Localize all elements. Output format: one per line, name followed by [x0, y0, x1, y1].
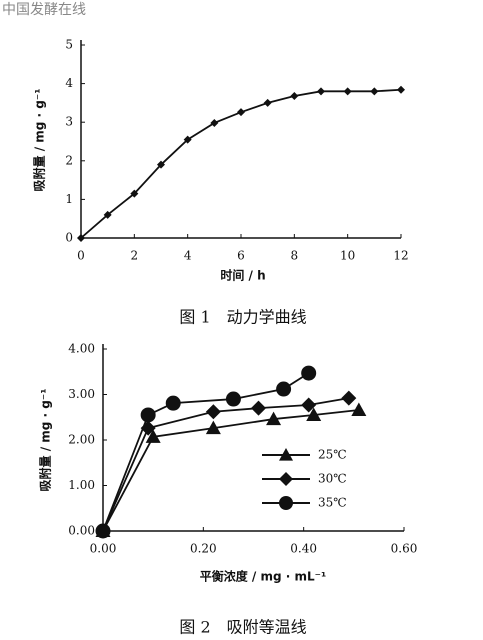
legend-label: 30℃ — [318, 472, 347, 486]
x-tick-label: 10 — [340, 249, 355, 263]
x-tick-label: 0.60 — [391, 542, 418, 556]
marker — [210, 118, 219, 127]
series-line — [102, 372, 310, 532]
y-axis-label: 吸附量 / mg · g⁻¹ — [38, 389, 53, 492]
marker — [279, 496, 293, 510]
marker — [130, 189, 139, 198]
x-tick-label: 0.20 — [190, 542, 217, 556]
x-tick-label: 6 — [237, 249, 245, 263]
x-tick-label: 0 — [77, 249, 85, 263]
y-tick-label: 1 — [65, 192, 73, 206]
marker — [306, 407, 322, 421]
marker — [266, 411, 282, 426]
watermark: 中国发酵在线 — [2, 2, 86, 18]
marker — [301, 397, 317, 413]
y-tick-label: 4 — [65, 76, 73, 90]
marker — [183, 135, 192, 144]
marker — [276, 381, 292, 397]
marker — [140, 407, 156, 423]
marker — [290, 91, 299, 100]
legend-label: 25℃ — [318, 448, 347, 462]
marker — [263, 98, 272, 107]
marker — [103, 210, 112, 219]
y-tick-label: 4.00 — [68, 342, 95, 356]
x-tick-label: 12 — [393, 249, 408, 263]
y-tick-label: 3 — [65, 115, 73, 129]
y-tick-label: 1.00 — [68, 478, 95, 492]
series-line — [102, 409, 359, 532]
marker — [397, 85, 405, 94]
series-line — [102, 397, 349, 532]
marker — [279, 472, 293, 486]
caption: 图 1 动力学曲线 — [179, 308, 306, 327]
y-tick-label: 2 — [65, 153, 73, 167]
y-tick-label: 5 — [65, 38, 73, 52]
y-tick-label: 0.00 — [68, 524, 95, 538]
marker — [317, 87, 325, 96]
marker — [205, 420, 221, 435]
y-tick-label: 0 — [65, 231, 73, 245]
marker — [343, 87, 352, 96]
x-tick-label: 0.00 — [90, 542, 117, 556]
marker — [145, 429, 161, 443]
caption: 图 2 吸附等温线 — [179, 618, 306, 637]
marker — [205, 404, 221, 420]
x-tick-label: 0.40 — [290, 542, 317, 556]
x-tick-label: 8 — [291, 249, 299, 263]
marker — [370, 87, 379, 96]
y-tick-label: 2.00 — [68, 433, 95, 447]
marker — [251, 400, 267, 416]
marker — [77, 234, 85, 242]
marker — [225, 391, 241, 407]
marker — [157, 160, 165, 169]
x-tick-label: 4 — [184, 249, 192, 263]
marker — [237, 108, 245, 117]
marker — [351, 402, 367, 416]
y-tick-label: 3.00 — [68, 387, 95, 401]
marker — [279, 448, 293, 461]
marker — [95, 523, 111, 539]
marker — [165, 395, 181, 411]
y-axis-label: 吸附量 / mg · g⁻¹ — [32, 89, 47, 192]
x-axis-label: 平衡浓度 / mg · mL⁻¹ — [200, 569, 327, 584]
marker — [301, 365, 317, 381]
x-axis-label: 时间 / h — [220, 268, 265, 283]
legend-label: 35℃ — [318, 496, 347, 510]
marker — [341, 390, 357, 406]
x-tick-label: 2 — [131, 249, 139, 263]
